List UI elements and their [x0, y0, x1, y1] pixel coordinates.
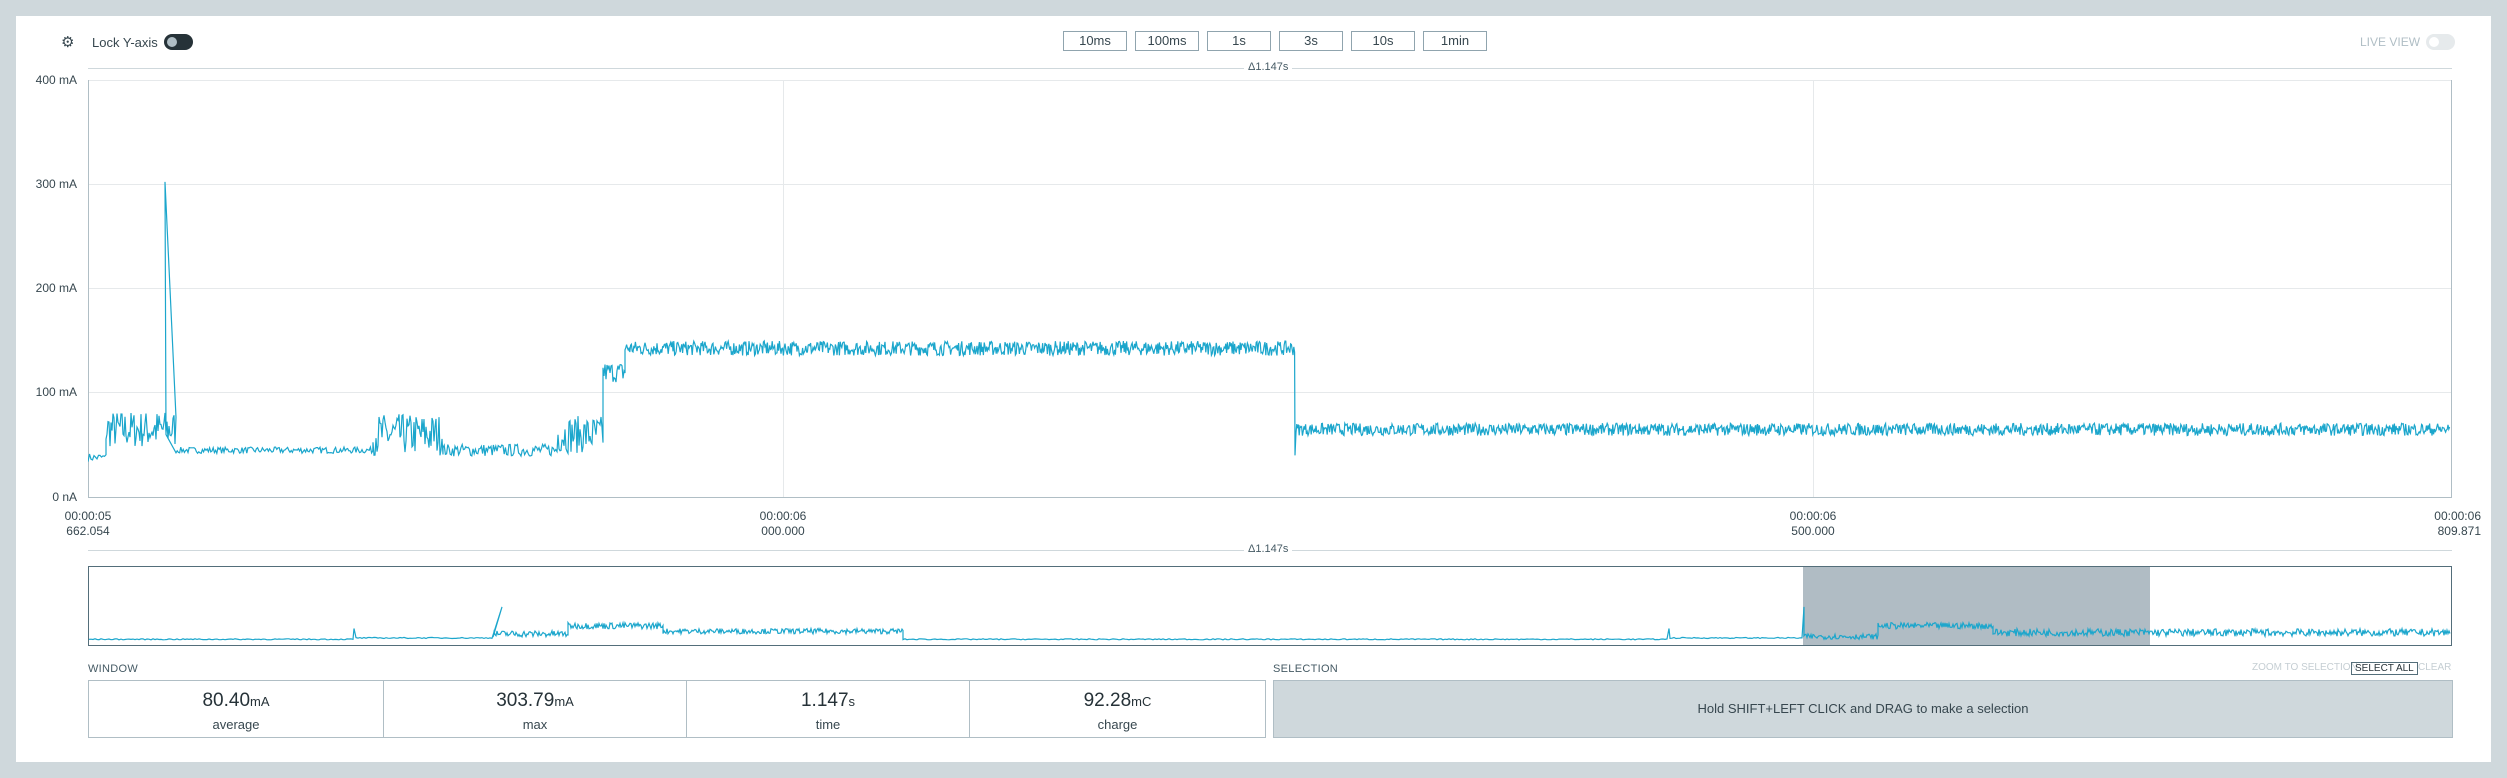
- window-10ms-button[interactable]: 10ms: [1063, 31, 1127, 51]
- y-tick-label: 200 mA: [35, 281, 77, 295]
- live-view-label: LIVE VIEW: [2360, 35, 2421, 49]
- y-tick-label: 100 mA: [35, 385, 77, 399]
- x-tick-label: 00:00:05 662.054: [64, 509, 112, 538]
- x-tick-label: 00:00:06 500.000: [1789, 509, 1837, 538]
- select-all-button[interactable]: SELECT ALL: [2351, 662, 2418, 675]
- zoom-to-selection-button[interactable]: ZOOM TO SELECTION: [2252, 662, 2358, 673]
- window-100ms-button[interactable]: 100ms: [1135, 31, 1199, 51]
- power-profiler-panel: ⚙ Lock Y-axis 10ms 100ms 1s 3s 10s 1min …: [16, 16, 2491, 762]
- minimap-trace-line: [88, 606, 2451, 641]
- gear-icon[interactable]: ⚙: [61, 34, 75, 51]
- y-tick-label: 400 mA: [35, 73, 77, 87]
- minimap[interactable]: [88, 566, 2452, 646]
- window-10s-button[interactable]: 10s: [1351, 31, 1415, 51]
- window-3s-button[interactable]: 3s: [1279, 31, 1343, 51]
- minimap-viewport[interactable]: [1803, 567, 2150, 645]
- window-1min-button[interactable]: 1min: [1423, 31, 1487, 51]
- live-view-toggle[interactable]: [2426, 34, 2455, 50]
- selection-hint-box[interactable]: Hold SHIFT+LEFT CLICK and DRAG to make a…: [1273, 680, 2453, 738]
- selection-section-title: SELECTION: [1273, 663, 1339, 675]
- y-tick-label: 0 nA: [52, 490, 77, 504]
- clear-button[interactable]: CLEAR: [2418, 662, 2452, 673]
- average-stat: 80.40mA average: [88, 680, 384, 738]
- minimap-delta-label: Δ1.147s: [1244, 543, 1293, 555]
- current-trace-chart[interactable]: [88, 80, 2452, 498]
- toggle-knob: [2429, 37, 2439, 47]
- x-tick-label: 00:00:06 809.871: [2434, 509, 2481, 538]
- lock-y-axis-toggle[interactable]: [164, 34, 193, 50]
- main-delta-label: Δ1.147s: [1244, 61, 1293, 73]
- time-stat: 1.147s time: [686, 680, 970, 738]
- toggle-knob: [167, 37, 177, 47]
- window-section-title: WINDOW: [88, 663, 139, 675]
- window-1s-button[interactable]: 1s: [1207, 31, 1271, 51]
- y-tick-label: 300 mA: [35, 177, 77, 191]
- lock-y-axis-label: Lock Y-axis: [92, 35, 158, 50]
- max-stat: 303.79mA max: [383, 680, 687, 738]
- charge-stat: 92.28mC charge: [969, 680, 1266, 738]
- current-trace-line: [88, 181, 2451, 462]
- selection-hint-text: Hold SHIFT+LEFT CLICK and DRAG to make a…: [1697, 701, 2029, 716]
- x-tick-label: 00:00:06 000.000: [759, 509, 807, 538]
